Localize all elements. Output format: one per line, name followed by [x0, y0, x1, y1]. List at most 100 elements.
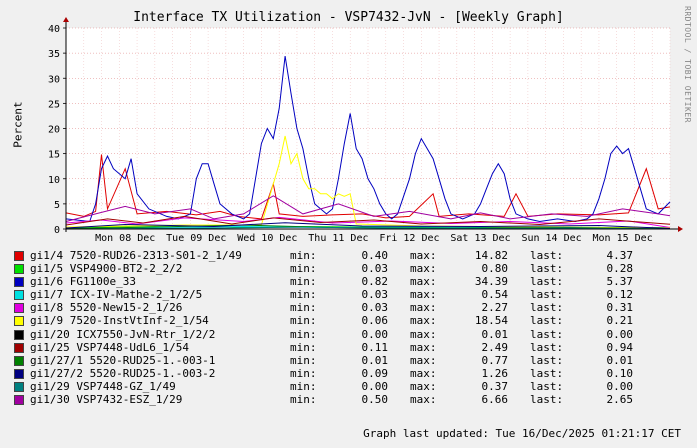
legend-last-key: last:: [530, 275, 564, 289]
legend-min-key: min:: [290, 249, 317, 262]
legend-label: gi1/6 FG1100e_33: [30, 275, 136, 289]
x-tick-label: Sat 13 Dec: [450, 233, 510, 244]
y-tick-label: 0: [54, 225, 60, 236]
series-line: [65, 135, 671, 229]
legend-last-key: last:: [530, 393, 564, 407]
series-line: [65, 195, 671, 222]
legend-min-value: 0.01: [361, 353, 389, 367]
legend-min-key: min:: [290, 379, 317, 393]
legend-last-value: 2.65: [606, 393, 634, 407]
legend-label: gi1/29 VSP7448-GZ_1/49: [30, 379, 176, 393]
y-tick-label: 35: [48, 49, 60, 60]
legend-min-value: 0.06: [361, 314, 389, 328]
legend-min-key: min:: [290, 314, 317, 328]
legend-max-key: max:: [410, 249, 437, 262]
legend-last-value: 0.28: [606, 262, 634, 276]
legend-max-key: max:: [410, 366, 437, 380]
legend-min-value: 0.11: [361, 340, 389, 354]
legend-min-value: 0.50: [361, 393, 389, 407]
legend-last-key: last:: [530, 301, 564, 315]
legend-min-key: min:: [290, 340, 317, 354]
legend-min-value: 0.82: [361, 275, 389, 289]
legend-swatch: [14, 264, 24, 275]
legend-min-value: 0.00: [361, 379, 389, 393]
legend-swatch: [14, 329, 24, 340]
legend-min-value: 0.03: [361, 262, 389, 276]
series-line: [65, 216, 671, 228]
legend-max-value: 0.54: [481, 288, 509, 302]
y-axis-arrow: [63, 17, 69, 22]
legend-last-value: 0.94: [606, 340, 634, 354]
legend-max-value: 0.37: [481, 379, 509, 393]
legend-last-key: last:: [530, 353, 564, 367]
legend-swatch: [14, 277, 24, 288]
y-tick-label: 40: [48, 24, 60, 35]
x-tick-label: Tue 09 Dec: [166, 233, 226, 244]
legend-swatch: [14, 303, 24, 314]
legend-last-key: last:: [530, 379, 564, 393]
legend-last-value: 0.01: [606, 353, 634, 367]
legend-last-value: 0.21: [606, 314, 634, 328]
legend-min-value: 0.03: [361, 301, 389, 315]
legend-last-key: last:: [530, 327, 564, 341]
legend-last-value: 0.10: [606, 366, 634, 380]
legend-max-key: max:: [410, 275, 437, 289]
rrdtool-watermark: RRDTOOL / TOBI OETIKER: [683, 6, 692, 123]
x-tick-label: Mon 15 Dec: [593, 233, 653, 244]
legend-max-value: 2.27: [481, 301, 509, 315]
legend-min-key: min:: [290, 366, 317, 380]
legend-max-key: max:: [410, 314, 437, 328]
x-tick-label: Sun 14 Dec: [521, 233, 581, 244]
legend-swatch: [14, 342, 24, 353]
legend-min-key: min:: [290, 262, 317, 276]
legend-label: gi1/7 ICX-IV-Mathe-2_1/2/5: [30, 288, 203, 302]
x-tick-label: Fri 12 Dec: [379, 233, 439, 244]
legend-swatch: [14, 316, 24, 327]
legend-last-key: last:: [530, 288, 564, 302]
legend-max-value: 0.01: [481, 327, 509, 341]
legend-last-key: last:: [530, 262, 564, 276]
legend-last-value: 0.31: [606, 301, 634, 315]
legend-swatch: [14, 290, 24, 301]
legend-last-value: 0.00: [606, 327, 634, 341]
legend-min-value: 0.40: [361, 249, 389, 262]
legend-label: gi1/30 VSP7432-ESZ_1/29: [30, 393, 183, 407]
chart-title: Interface TX Utilization - VSP7432-JvN -…: [133, 10, 564, 25]
legend-label: gi1/27/2 5520-RUD25-1.-003-2: [30, 366, 216, 380]
legend-min-key: min:: [290, 275, 317, 289]
legend-last-key: last:: [530, 314, 564, 328]
y-tick-label: 10: [48, 175, 60, 186]
x-tick-label: Wed 10 Dec: [237, 233, 297, 244]
series-line: [65, 215, 671, 226]
y-tick-label: 5: [54, 200, 60, 211]
legend-max-value: 0.80: [481, 262, 509, 276]
legend-last-key: last:: [530, 249, 564, 262]
legend-swatch: [14, 355, 24, 366]
legend-min-key: min:: [290, 327, 317, 341]
legend-max-value: 14.82: [474, 249, 508, 262]
legend-last-value: 5.37: [606, 275, 634, 289]
legend-min-key: min:: [290, 353, 317, 367]
legend-max-key: max:: [410, 288, 437, 302]
legend-label: gi1/25 VSP7448-UdL6_1/54: [30, 340, 189, 354]
legend-max-key: max:: [410, 393, 437, 407]
legend-last-value: 0.00: [606, 379, 634, 393]
legend-label: gi1/27/1 5520-RUD25-1.-003-1: [30, 353, 216, 367]
legend-max-key: max:: [410, 327, 437, 341]
legend-max-key: max:: [410, 353, 437, 367]
y-tick-label: 30: [48, 74, 60, 85]
legend-max-value: 2.49: [481, 340, 509, 354]
legend-max-key: max:: [410, 340, 437, 354]
legend-last-key: last:: [530, 366, 564, 380]
legend-min-key: min:: [290, 301, 317, 315]
legend-min-key: min:: [290, 288, 317, 302]
legend-max-key: max:: [410, 262, 437, 276]
x-tick-label: Mon 08 Dec: [95, 233, 155, 244]
y-tick-label: 25: [48, 99, 60, 110]
legend-swatch: [14, 395, 24, 406]
legend-label: gi1/9 7520-InstVtInf-2_1/54: [30, 314, 209, 328]
legend-label: gi1/5 VSP4900-BT2-2_2/2: [30, 262, 183, 276]
x-tick-label: Thu 11 Dec: [308, 233, 368, 244]
legend-min-value: 0.09: [361, 366, 389, 380]
legend-swatch: [14, 368, 24, 379]
